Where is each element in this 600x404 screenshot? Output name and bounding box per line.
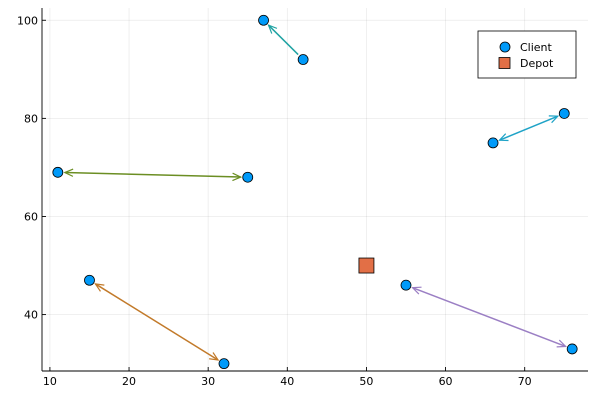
client-point	[218, 358, 230, 370]
arrow-head	[232, 172, 243, 182]
y-tick-label: 100	[17, 14, 38, 27]
arrow-head	[498, 133, 509, 142]
arrow-head	[548, 115, 560, 124]
client-point	[487, 137, 499, 149]
client-point	[84, 274, 95, 286]
legend-client-swatch	[499, 41, 511, 53]
route-arrow	[499, 115, 559, 141]
y-tick-label: 40	[24, 309, 38, 322]
x-tick-label: 60	[439, 375, 453, 388]
x-tick-label: 20	[122, 375, 136, 388]
legend-depot-swatch	[498, 57, 511, 69]
grid	[42, 8, 588, 371]
client-point	[52, 166, 64, 178]
x-tick-label: 70	[518, 375, 532, 388]
route-arrow	[268, 24, 299, 56]
legend-box	[477, 30, 577, 79]
arrow-head	[94, 283, 105, 292]
client-point	[558, 108, 570, 119]
client-point	[400, 279, 412, 291]
arrow-head	[411, 286, 422, 295]
client-point	[242, 171, 254, 183]
legend-label: Client	[520, 41, 553, 54]
client-point	[297, 54, 309, 65]
x-tick-label: 10	[43, 375, 57, 388]
route-arrow	[412, 286, 566, 348]
route-arrow	[95, 283, 219, 361]
y-tick-label: 80	[24, 112, 38, 125]
x-tick-label: 30	[201, 375, 215, 388]
client-point	[258, 14, 269, 26]
depot-marker	[358, 257, 375, 274]
legend: Client Depot	[477, 30, 577, 79]
y-tick-label: 60	[24, 210, 38, 223]
arrow-head	[63, 168, 74, 177]
arrow-head	[267, 24, 278, 34]
arrow-head	[209, 352, 220, 361]
legend-label: Depot	[520, 57, 554, 70]
route-arrow	[64, 171, 241, 178]
route-arrows	[63, 24, 568, 361]
data-points	[52, 14, 578, 370]
axes: 10 20 30 40 50 60 70 40 60 80 100	[17, 8, 588, 388]
x-tick-label: 40	[280, 375, 294, 388]
x-tick-label: 50	[359, 375, 373, 388]
client-point	[566, 343, 578, 355]
arrow-head	[556, 339, 568, 348]
